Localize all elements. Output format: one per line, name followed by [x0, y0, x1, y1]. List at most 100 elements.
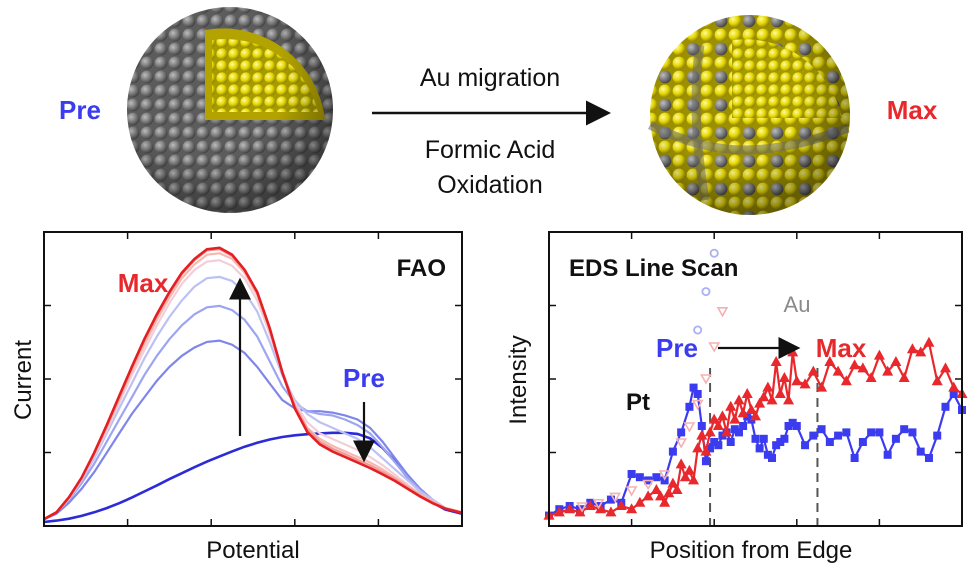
fao-max-annotation: Max [118, 268, 169, 298]
eds-series-line-1 [548, 340, 963, 517]
eds-point-1-42 [778, 372, 790, 382]
eds-point-1-11 [650, 484, 662, 494]
eds-point-0-15 [685, 402, 694, 411]
eds-point-1-37 [758, 391, 770, 402]
eds-point-0-16 [689, 383, 698, 392]
eds-point-1-28 [721, 426, 733, 437]
fao-curve-1 [43, 339, 463, 521]
eds-point-0-18 [697, 422, 706, 430]
eds-point-1-3 [574, 506, 586, 517]
eds-point-2-0 [693, 325, 703, 335]
eds-point-1-27 [716, 410, 728, 421]
eds-point-1-55 [873, 349, 885, 360]
eds-point-0-26 [730, 425, 739, 434]
eds-pre-annotation: Pre [656, 333, 698, 363]
eds-point-1-4 [584, 500, 596, 510]
eds-point-0-17 [693, 390, 702, 398]
eds-point-0-51 [875, 428, 884, 437]
fao-ylabel: Current [10, 340, 37, 420]
eds-point-0-34 [763, 450, 772, 459]
eds-point-1-5 [595, 503, 607, 514]
eds-point-0-13 [668, 447, 677, 456]
max-particle [647, 15, 850, 215]
eds-point-0-53 [891, 434, 900, 443]
eds-point-3-4 [642, 479, 654, 491]
fao-curves [43, 246, 463, 524]
eds-point-0-42 [801, 441, 810, 450]
eds-point-1-40 [770, 356, 782, 366]
eds-point-0-46 [834, 431, 843, 440]
eds-point-1-7 [615, 500, 627, 510]
eds-point-3-9 [700, 374, 712, 385]
eds-point-1-21 [692, 442, 704, 453]
eds-ylabel: Intensity [505, 335, 532, 424]
eds-pt-annotation: Pt [626, 389, 650, 416]
eds-point-1-64 [948, 381, 960, 392]
eds-point-1-10 [642, 490, 654, 501]
eds-point-0-19 [701, 457, 710, 466]
eds-point-1-32 [737, 407, 749, 418]
eds-point-2-2 [709, 248, 719, 258]
eds-point-3-10 [708, 342, 721, 353]
eds-xlabel: Position from Edge [650, 537, 853, 564]
eds-point-1-26 [712, 420, 724, 430]
eds-point-1-36 [754, 397, 766, 408]
eds-point-3-5 [658, 470, 671, 481]
eds-point-1-1 [553, 506, 565, 517]
eds-point-0-54 [900, 425, 909, 434]
eds-point-1-24 [704, 426, 716, 437]
eds-point-0-40 [788, 418, 797, 427]
eds-ticks [549, 232, 962, 526]
eds-point-1-22 [696, 429, 708, 440]
pre-particle [127, 7, 333, 213]
eds-point-0-56 [916, 447, 925, 456]
eds-point-0-50 [867, 428, 876, 437]
eds-point-1-30 [729, 413, 741, 424]
eds-point-3-3 [625, 486, 638, 497]
eds-point-1-35 [750, 410, 761, 421]
eds-point-0-48 [850, 454, 859, 462]
eds-point-0-60 [949, 390, 958, 398]
eds-point-0-38 [780, 434, 789, 443]
eds-point-1-62 [931, 375, 943, 386]
eds-point-1-63 [939, 362, 951, 373]
eds-point-3-2 [609, 492, 621, 504]
eds-point-1-31 [733, 394, 745, 405]
eds-point-1-61 [923, 336, 935, 347]
eds-max-annotation: Max [816, 333, 867, 363]
eds-au-annotation: Au [784, 292, 811, 317]
eds-point-1-17 [675, 458, 687, 469]
eds-point-1-45 [791, 375, 803, 386]
eds-point-1-14 [663, 487, 675, 498]
fao-xlabel: Potential [206, 537, 299, 564]
eds-point-0-25 [726, 438, 735, 446]
eds-point-1-16 [671, 484, 683, 494]
eds-point-1-13 [659, 496, 671, 507]
eds-point-3-8 [691, 399, 704, 411]
eds-point-0-37 [776, 438, 785, 446]
eds-point-1-57 [890, 356, 902, 366]
eds-point-0-21 [710, 438, 719, 446]
eds-point-1-50 [832, 365, 844, 376]
eds-point-0-31 [751, 434, 760, 443]
eds-point-3-6 [675, 438, 688, 449]
eds-point-0-32 [755, 444, 764, 453]
eds-point-0-55 [908, 428, 917, 437]
eds-point-1-59 [906, 343, 918, 354]
eds-point-0-58 [933, 431, 942, 440]
eds-point-0-44 [817, 425, 826, 434]
eds-point-1-38 [762, 381, 774, 392]
eds-point-1-51 [840, 375, 852, 386]
eds-point-0-49 [858, 438, 867, 446]
eds-point-0-35 [768, 454, 777, 462]
eds-point-1-58 [898, 372, 910, 382]
eds-point-0-14 [677, 428, 686, 437]
eds-point-0-33 [759, 434, 768, 443]
eds-point-3-0 [576, 502, 588, 513]
eds-point-1-12 [655, 490, 667, 501]
eds-point-0-20 [706, 444, 715, 453]
eds-point-0-8 [627, 470, 636, 478]
eds-point-1-25 [708, 413, 720, 424]
eds-point-0-28 [739, 422, 748, 430]
